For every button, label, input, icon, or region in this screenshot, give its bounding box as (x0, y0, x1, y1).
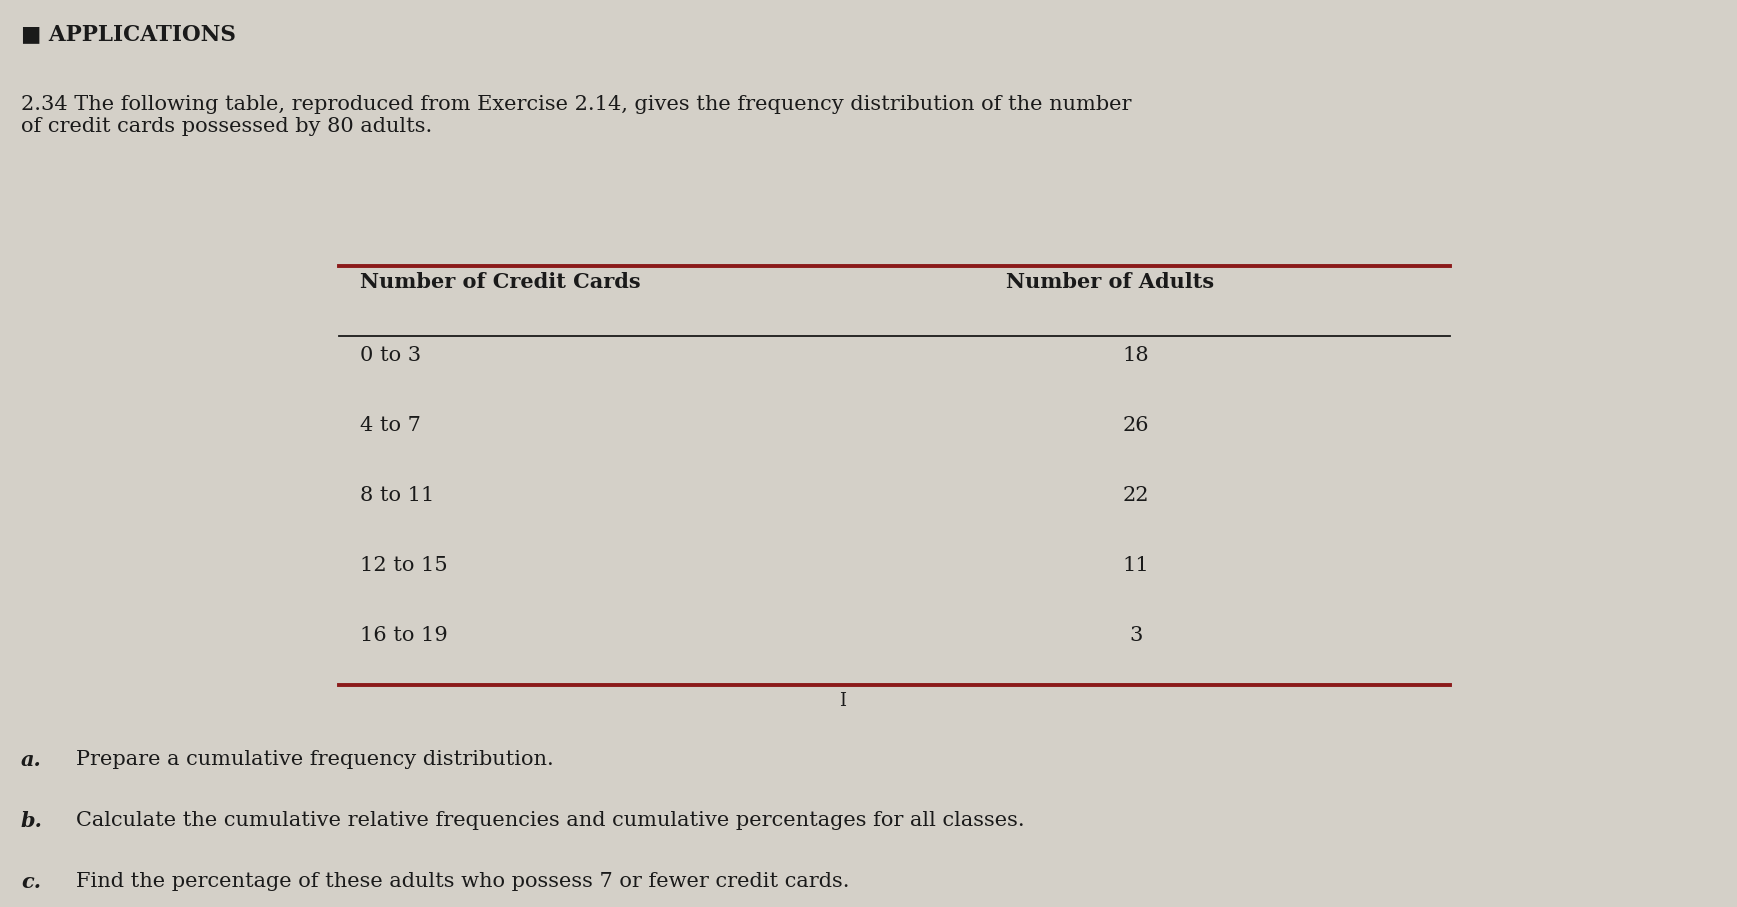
Text: 12 to 15: 12 to 15 (360, 556, 446, 575)
Text: 8 to 11: 8 to 11 (360, 486, 434, 505)
Text: Prepare a cumulative frequency distribution.: Prepare a cumulative frequency distribut… (76, 750, 554, 769)
Text: I: I (839, 692, 846, 710)
Text: 3: 3 (1129, 626, 1143, 645)
Text: 4 to 7: 4 to 7 (360, 416, 420, 435)
Text: Calculate the cumulative relative frequencies and cumulative percentages for all: Calculate the cumulative relative freque… (76, 811, 1025, 830)
Text: 0 to 3: 0 to 3 (360, 346, 420, 366)
Text: a.: a. (21, 750, 42, 770)
Text: 26: 26 (1122, 416, 1150, 435)
Text: 2.34 The following table, reproduced from Exercise 2.14, gives the frequency dis: 2.34 The following table, reproduced fro… (21, 95, 1131, 136)
Text: Number of Credit Cards: Number of Credit Cards (360, 272, 641, 292)
Text: 11: 11 (1122, 556, 1150, 575)
Text: b.: b. (21, 811, 43, 831)
Text: Number of Adults: Number of Adults (1006, 272, 1214, 292)
Text: 16 to 19: 16 to 19 (360, 626, 448, 645)
Text: 22: 22 (1122, 486, 1150, 505)
Text: 18: 18 (1122, 346, 1150, 366)
Text: c.: c. (21, 872, 42, 892)
Text: Find the percentage of these adults who possess 7 or fewer credit cards.: Find the percentage of these adults who … (76, 872, 849, 891)
Text: ■ APPLICATIONS: ■ APPLICATIONS (21, 23, 236, 44)
